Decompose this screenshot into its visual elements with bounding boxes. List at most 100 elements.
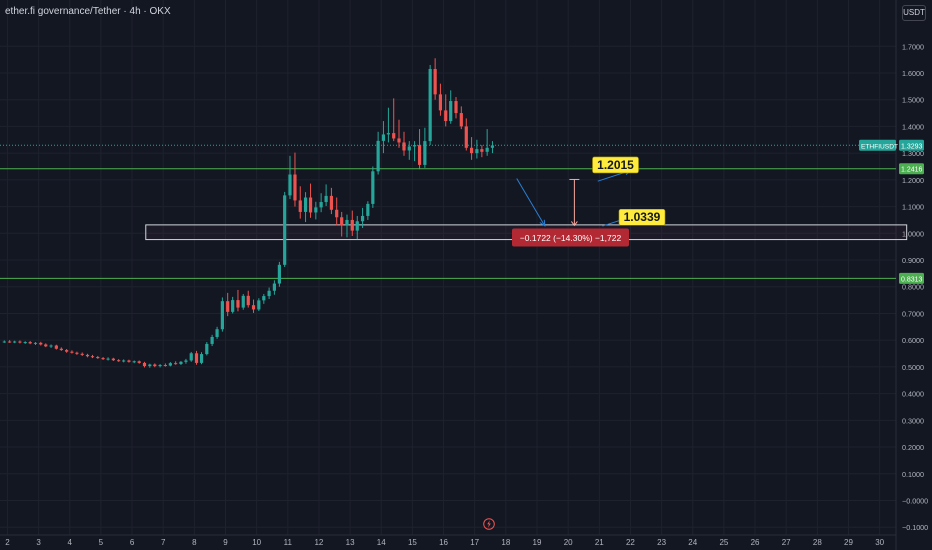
y-tick-label: −0.0000 <box>902 497 928 506</box>
candle <box>179 361 183 366</box>
candle <box>168 362 172 367</box>
candle-body <box>293 174 297 201</box>
candle-body <box>423 141 427 165</box>
level-price-tag <box>899 272 924 284</box>
candle-body <box>329 195 334 210</box>
candle-body <box>350 219 354 231</box>
candle <box>148 363 152 368</box>
candle <box>2 340 6 343</box>
candle-body <box>267 290 271 297</box>
y-tick-label: 0.6000 <box>902 336 924 345</box>
candle <box>428 64 432 146</box>
candle <box>251 299 256 313</box>
down-arrow-head <box>539 219 546 227</box>
candle <box>96 355 100 359</box>
candle-body <box>226 301 230 312</box>
candle <box>449 90 453 124</box>
x-tick-label: 19 <box>533 538 542 547</box>
candle-body <box>449 101 453 122</box>
last-price-label: 1.3293 <box>901 143 923 150</box>
candle-body <box>438 94 443 111</box>
candle-body <box>262 296 266 301</box>
candle-body <box>33 342 38 344</box>
candle <box>417 129 422 170</box>
candle <box>215 326 219 339</box>
candle-body <box>168 363 172 366</box>
candle-body <box>85 354 90 357</box>
candle <box>28 340 32 345</box>
candle <box>220 297 224 332</box>
candle-body <box>428 68 432 142</box>
candle-body <box>106 358 110 360</box>
candle <box>257 298 261 312</box>
candle-body <box>241 295 245 308</box>
candle-body <box>122 360 126 362</box>
candle-body <box>355 221 359 231</box>
candle <box>366 201 370 220</box>
y-tick-label: 1.4000 <box>902 122 924 131</box>
candle <box>70 350 74 354</box>
candle-body <box>142 362 147 367</box>
price-callout <box>618 208 666 226</box>
candle <box>236 289 240 312</box>
x-tick-label: 30 <box>875 538 884 547</box>
candle-body <box>137 361 141 363</box>
candle <box>345 214 349 238</box>
candle-body <box>132 361 136 363</box>
candle-body <box>340 217 344 226</box>
currency-unit-button[interactable]: USDT <box>902 5 926 21</box>
candle-body <box>23 342 27 344</box>
level-price-label: 0.8313 <box>901 276 923 283</box>
candle <box>75 351 79 355</box>
candle-body <box>70 351 74 353</box>
candle <box>324 184 328 207</box>
candle <box>246 290 250 308</box>
candle <box>485 129 489 156</box>
candle-body <box>205 343 209 355</box>
candle-body <box>215 329 219 337</box>
candle-body <box>308 197 313 213</box>
candle-body <box>59 348 63 351</box>
candle <box>376 131 380 175</box>
candle-body <box>174 363 178 365</box>
x-tick-label: 9 <box>223 538 228 547</box>
y-tick-label: 1.2000 <box>902 176 924 185</box>
price-callout-label: 1.0339 <box>624 210 661 224</box>
candle <box>407 141 411 160</box>
candle <box>101 357 105 360</box>
candle-body <box>194 353 199 363</box>
candle-body <box>65 350 69 352</box>
candle-body <box>2 341 6 343</box>
candle-body <box>433 68 437 95</box>
candle <box>262 293 266 304</box>
candle-body <box>210 336 214 344</box>
candle-body <box>454 101 458 114</box>
x-tick-label: 17 <box>470 538 479 547</box>
down-arrow <box>516 178 546 227</box>
candle <box>59 347 63 351</box>
candle-body <box>179 361 183 364</box>
candle-body <box>272 283 277 291</box>
price-callout-label: 1.2015 <box>597 158 634 172</box>
candle-body <box>335 209 339 218</box>
candle-body <box>319 202 323 208</box>
candle <box>475 139 479 159</box>
candles <box>2 58 495 368</box>
candle-body <box>444 110 448 122</box>
candle <box>423 127 427 168</box>
candle <box>386 107 391 143</box>
candle <box>314 201 318 220</box>
candle <box>54 344 58 350</box>
candle <box>210 334 214 347</box>
candle-body <box>246 295 250 306</box>
candle-body <box>117 360 121 362</box>
candle <box>142 361 147 368</box>
lightning-bolt-icon[interactable] <box>483 518 495 530</box>
candle-body <box>475 149 479 154</box>
candle-body <box>298 200 302 212</box>
x-tick-label: 20 <box>564 538 573 547</box>
x-tick-label: 7 <box>161 538 166 547</box>
x-tick-label: 6 <box>130 538 135 547</box>
candle <box>122 359 126 363</box>
